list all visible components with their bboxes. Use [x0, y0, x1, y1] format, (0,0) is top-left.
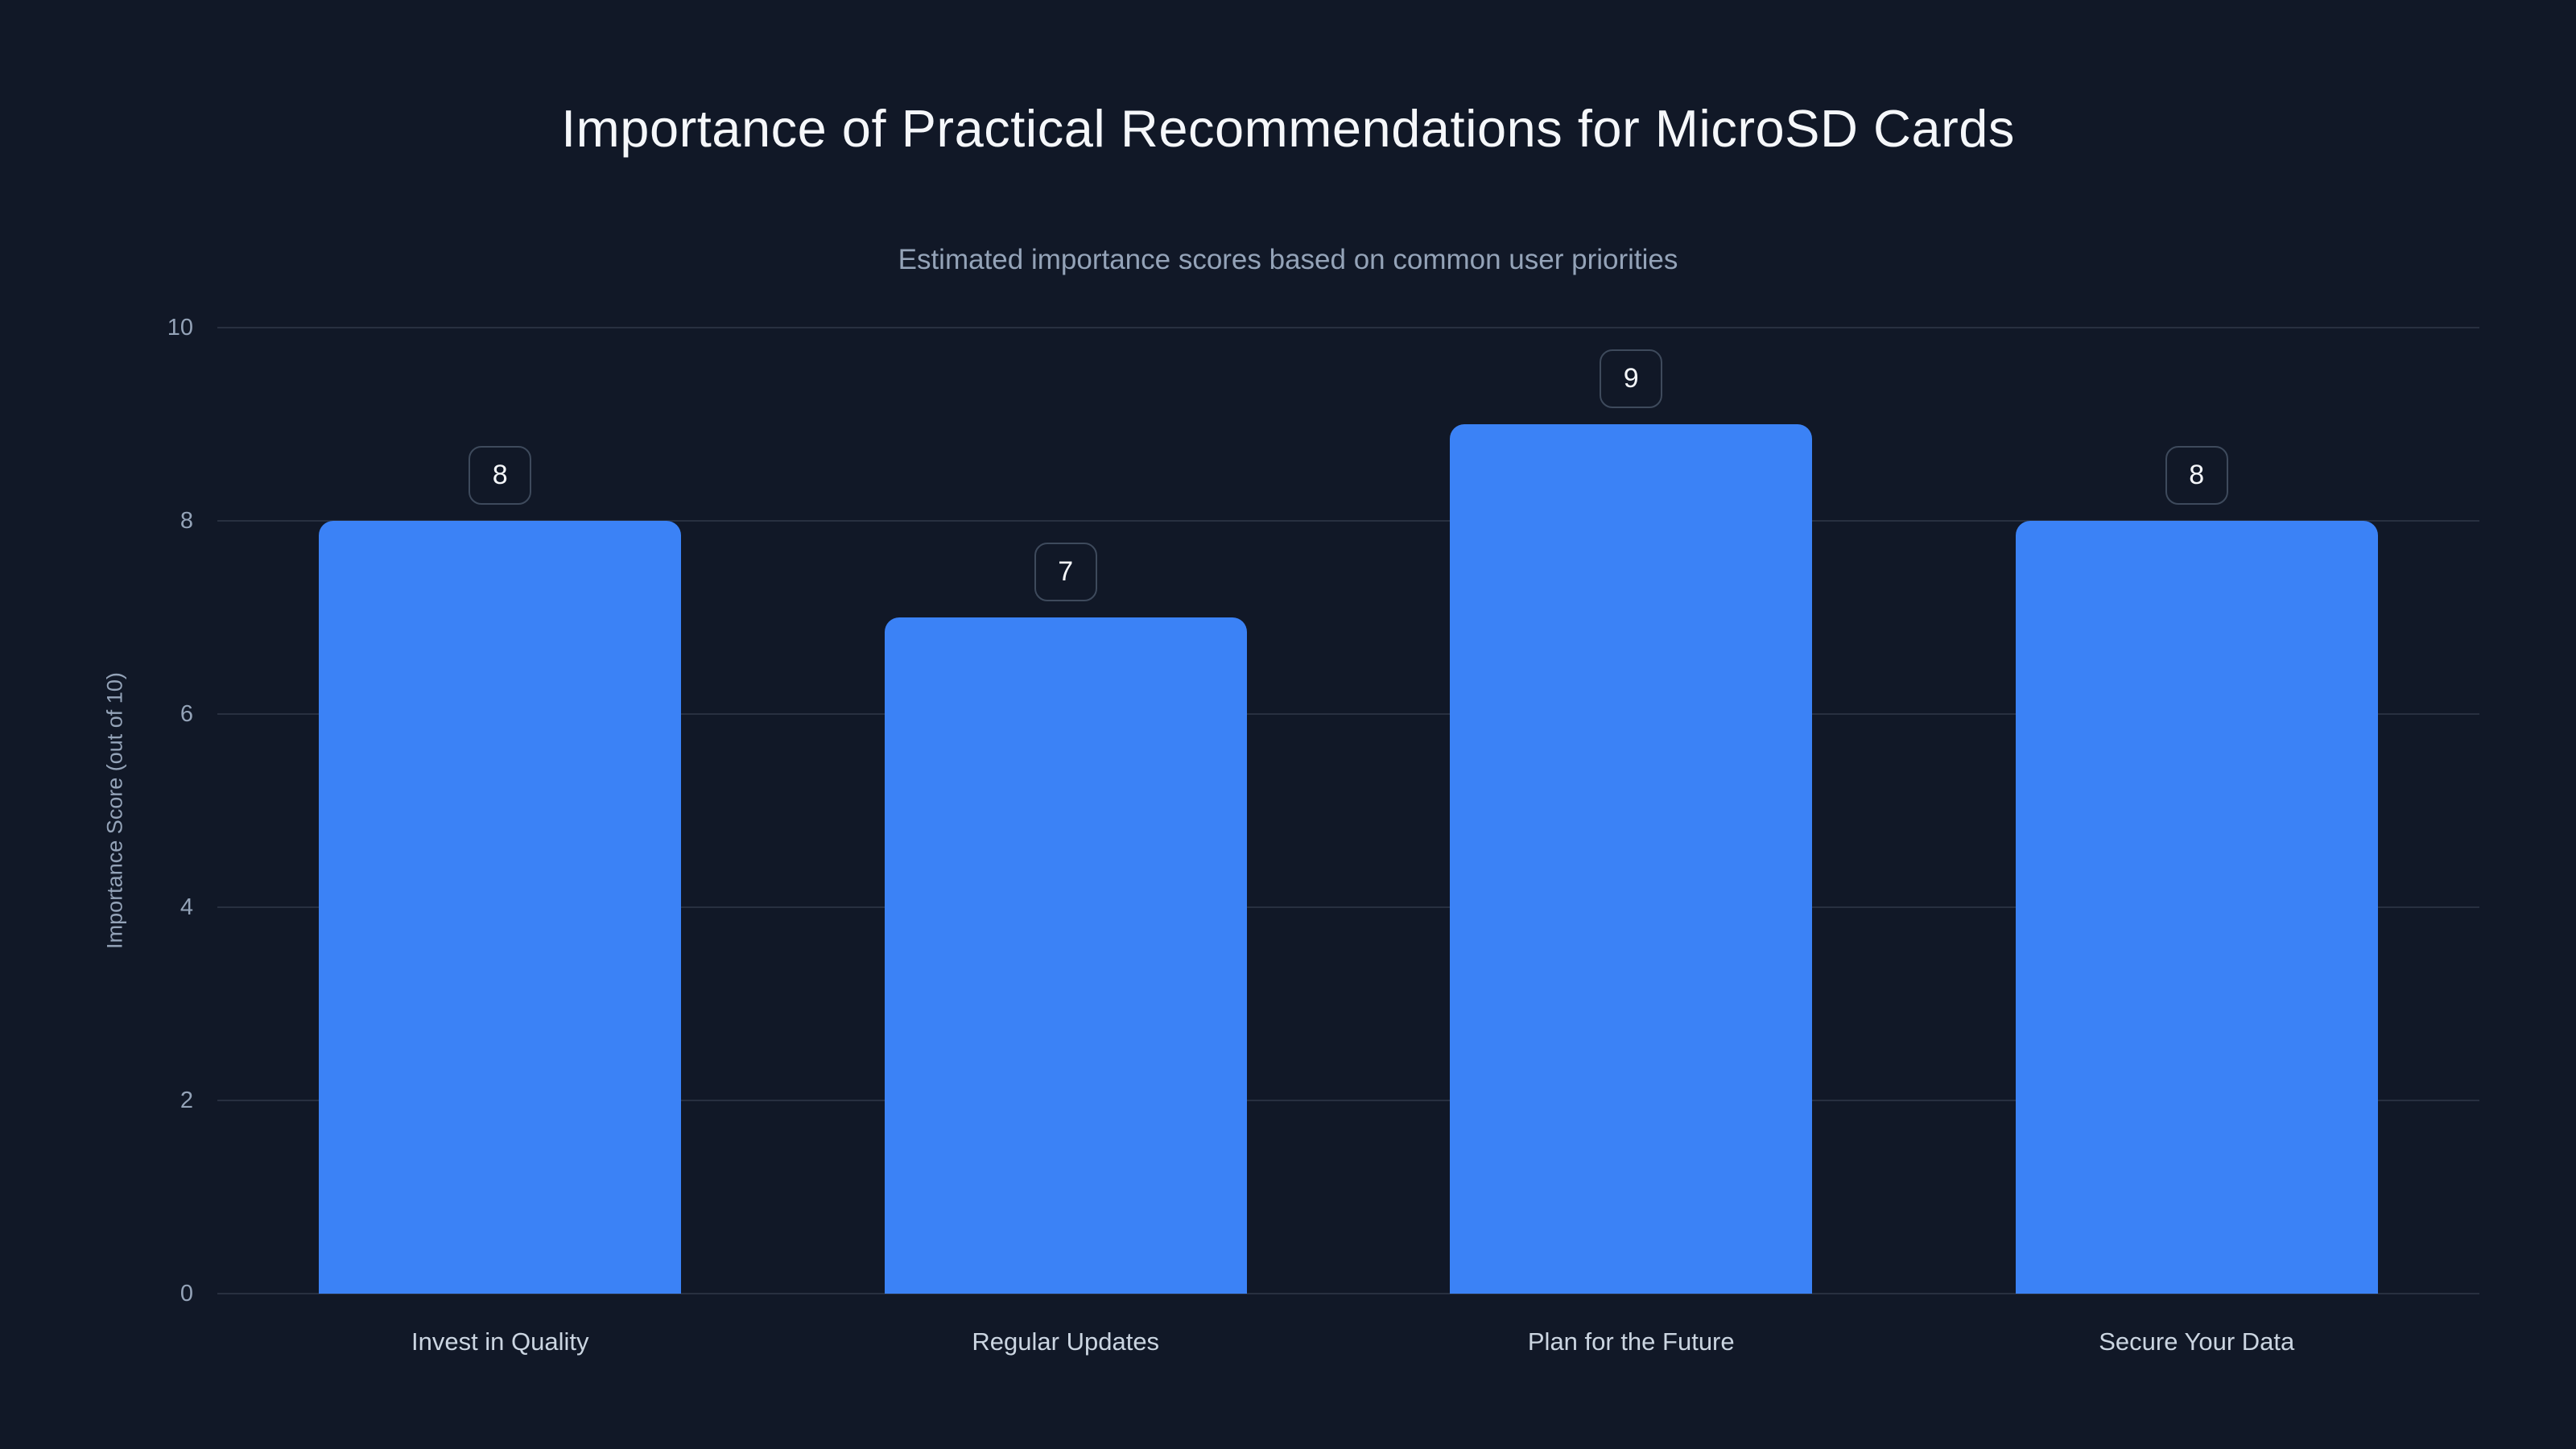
y-tick-label-2: 2	[180, 1088, 193, 1113]
gridline-y-0	[217, 1293, 2479, 1294]
plot-area: 0 2 4 6 8 10 8 Invest in Quality 7 Regular Update…	[167, 315, 2479, 1356]
y-tick-label-0: 0	[180, 1281, 193, 1307]
chart-title: Importance of Practical Recommendations …	[561, 99, 2015, 158]
x-tick-label-regular-updates: Regular Updates	[972, 1327, 1160, 1356]
value-badge-invest-in-quality: 8	[469, 446, 532, 505]
y-tick-label-4: 4	[180, 894, 193, 920]
x-tick-label-plan-for-the-future: Plan for the Future	[1527, 1327, 1735, 1356]
chart-subtitle: Estimated importance scores based on com…	[898, 244, 1678, 275]
bar-invest-in-quality[interactable]	[319, 521, 682, 1294]
bar-regular-updates[interactable]	[884, 617, 1247, 1294]
value-badge-plan-for-the-future: 9	[1600, 349, 1663, 408]
gridline-y-8	[217, 520, 2479, 522]
y-tick-label-8: 8	[180, 508, 193, 534]
x-tick-label-invest-in-quality: Invest in Quality	[411, 1327, 589, 1356]
value-badge-regular-updates: 7	[1034, 543, 1097, 601]
gridline-y-2	[217, 1100, 2479, 1101]
gridline-y-4	[217, 906, 2479, 908]
gridline-y-6	[217, 713, 2479, 715]
gridline-y-10	[217, 327, 2479, 328]
y-tick-label-6: 6	[180, 701, 193, 727]
value-badge-secure-your-data: 8	[2165, 446, 2228, 505]
bar-secure-your-data[interactable]	[2015, 521, 2378, 1294]
bar-plan-for-the-future[interactable]	[1450, 424, 1813, 1294]
x-tick-label-secure-your-data: Secure Your Data	[2099, 1327, 2295, 1356]
y-tick-label-10: 10	[167, 315, 193, 341]
